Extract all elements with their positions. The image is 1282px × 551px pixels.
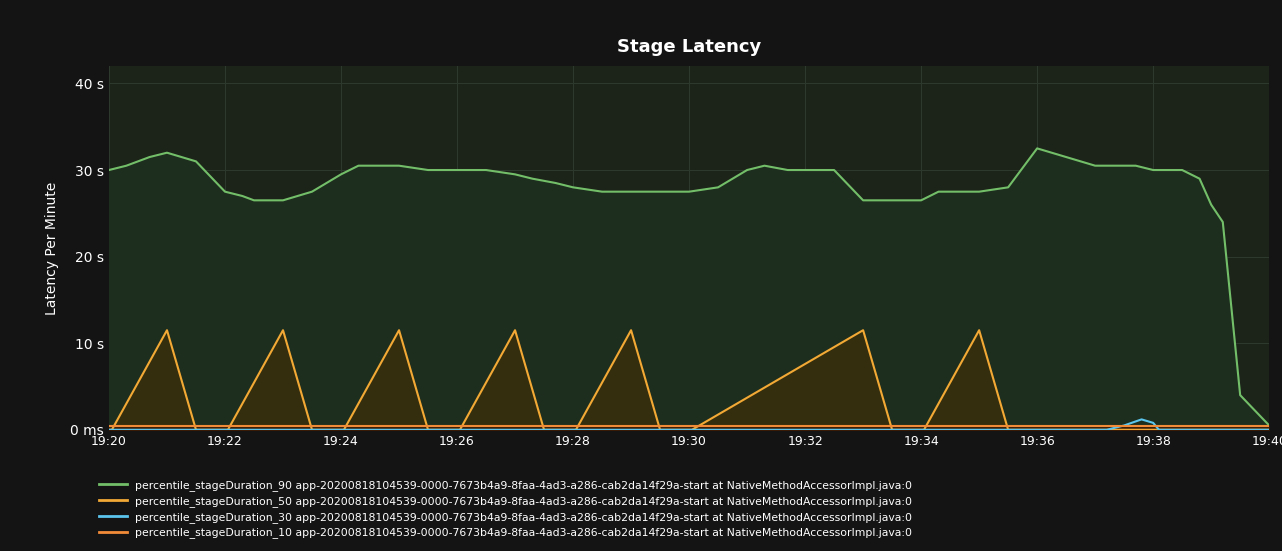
Legend: percentile_stageDuration_90 app-20200818104539-0000-7673b4a9-8faa-4ad3-a286-cab2: percentile_stageDuration_90 app-20200818…: [95, 476, 917, 543]
Title: Stage Latency: Stage Latency: [617, 38, 762, 56]
Y-axis label: Latency Per Minute: Latency Per Minute: [45, 181, 59, 315]
